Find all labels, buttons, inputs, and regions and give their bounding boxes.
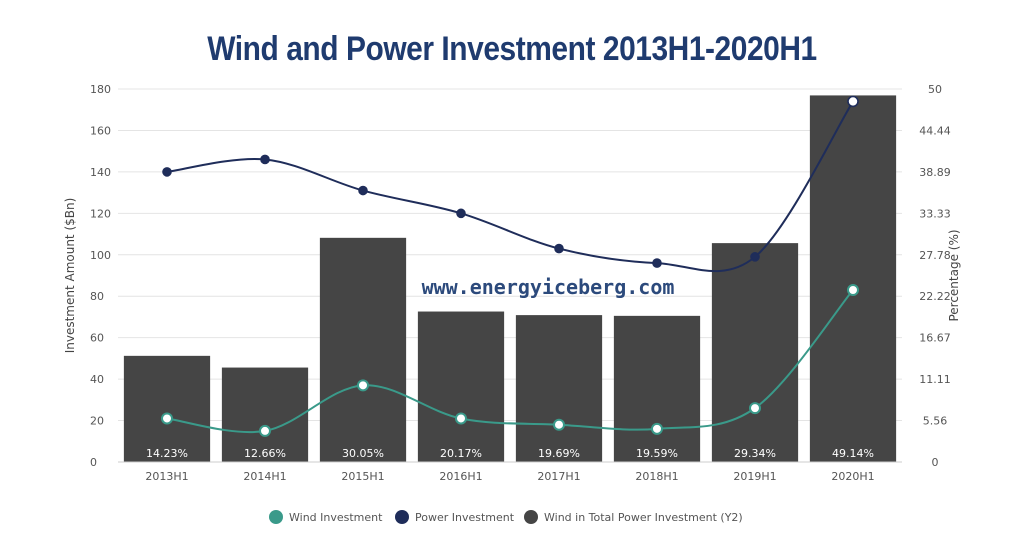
y-tick-label: 20 bbox=[90, 415, 104, 428]
power-investment-point bbox=[456, 208, 466, 219]
watermark-text: www.energyiceberg.com bbox=[422, 275, 675, 299]
power-investment-legend-label: Power Investment bbox=[415, 511, 515, 524]
x-tick-label: 2014H1 bbox=[243, 470, 286, 483]
x-tick-label: 2017H1 bbox=[537, 470, 580, 483]
wind-in-total-power-investment-y2--legend-label: Wind in Total Power Investment (Y2) bbox=[544, 511, 743, 524]
y-tick-label: 60 bbox=[90, 332, 104, 345]
wind-investment-point bbox=[651, 422, 663, 435]
wind-in-total-power-investment-y2--legend-marker bbox=[524, 510, 538, 524]
y-tick-label: 120 bbox=[90, 207, 111, 220]
bar-data-label: 20.17% bbox=[440, 447, 482, 460]
x-tick-label: 2015H1 bbox=[341, 470, 384, 483]
bar bbox=[711, 243, 799, 462]
bar bbox=[417, 311, 505, 462]
y-axis-title: Investment Amount ($Bn) bbox=[63, 198, 77, 354]
bar bbox=[319, 237, 407, 462]
y2-tick-label: 0 bbox=[932, 456, 939, 469]
y-tick-label: 140 bbox=[90, 166, 111, 179]
x-tick-label: 2016H1 bbox=[439, 470, 482, 483]
wind-investment-point bbox=[847, 284, 859, 297]
y2-tick-label: 38.89 bbox=[919, 166, 951, 179]
bar bbox=[515, 315, 603, 462]
y-tick-label: 180 bbox=[90, 83, 111, 96]
x-tick-label: 2013H1 bbox=[145, 470, 188, 483]
y2-tick-label: 22.22 bbox=[919, 290, 951, 303]
bar bbox=[613, 315, 701, 462]
power-investment-point bbox=[847, 95, 859, 108]
x-tick-label: 2018H1 bbox=[635, 470, 678, 483]
x-tick-label: 2019H1 bbox=[733, 470, 776, 483]
bar bbox=[809, 95, 897, 463]
chart-title: Wind and Power Investment 2013H1-2020H1 bbox=[207, 30, 817, 68]
power-investment-point bbox=[162, 167, 172, 177]
wind-investment-point bbox=[553, 418, 565, 431]
y-tick-label: 160 bbox=[90, 124, 111, 137]
bar-data-label: 14.23% bbox=[146, 447, 188, 460]
wind-investment-point bbox=[161, 412, 173, 425]
y2-tick-label: 27.78 bbox=[919, 249, 951, 262]
y-tick-label: 100 bbox=[90, 249, 111, 262]
wind-investment-legend-label: Wind Investment bbox=[289, 511, 383, 524]
y2-tick-label: 50 bbox=[928, 83, 942, 96]
wind-investment-point bbox=[455, 412, 467, 425]
wind-investment-legend-marker bbox=[269, 510, 283, 524]
wind-investment-point bbox=[357, 379, 369, 392]
power-investment-legend-marker bbox=[395, 510, 409, 524]
bar-data-label: 49.14% bbox=[832, 447, 874, 460]
y-tick-label: 80 bbox=[90, 290, 104, 303]
power-investment-point bbox=[554, 243, 564, 254]
bar-data-label: 30.05% bbox=[342, 447, 384, 460]
bar bbox=[221, 367, 309, 462]
power-investment-point bbox=[652, 258, 662, 268]
bar-data-label: 19.59% bbox=[636, 447, 678, 460]
bar-data-label: 19.69% bbox=[538, 447, 580, 460]
y2-tick-label: 5.56 bbox=[923, 415, 948, 428]
y2-tick-label: 44.44 bbox=[919, 124, 951, 137]
bar-data-label: 12.66% bbox=[244, 447, 286, 460]
power-investment-point bbox=[750, 252, 760, 262]
power-investment-point bbox=[260, 154, 270, 165]
bar bbox=[123, 355, 211, 462]
x-tick-label: 2020H1 bbox=[831, 470, 874, 483]
y-tick-label: 40 bbox=[90, 373, 104, 386]
y-tick-label: 0 bbox=[90, 456, 97, 469]
y2-tick-label: 11.11 bbox=[919, 373, 951, 386]
y2-tick-label: 16.67 bbox=[919, 332, 951, 345]
power-investment-point bbox=[358, 185, 368, 196]
wind-investment-point bbox=[259, 424, 271, 437]
wind-investment-point bbox=[749, 402, 761, 415]
y2-tick-label: 33.33 bbox=[919, 207, 951, 220]
bar-data-label: 29.34% bbox=[734, 447, 776, 460]
y2-axis-title: Percentage (%) bbox=[947, 229, 961, 321]
